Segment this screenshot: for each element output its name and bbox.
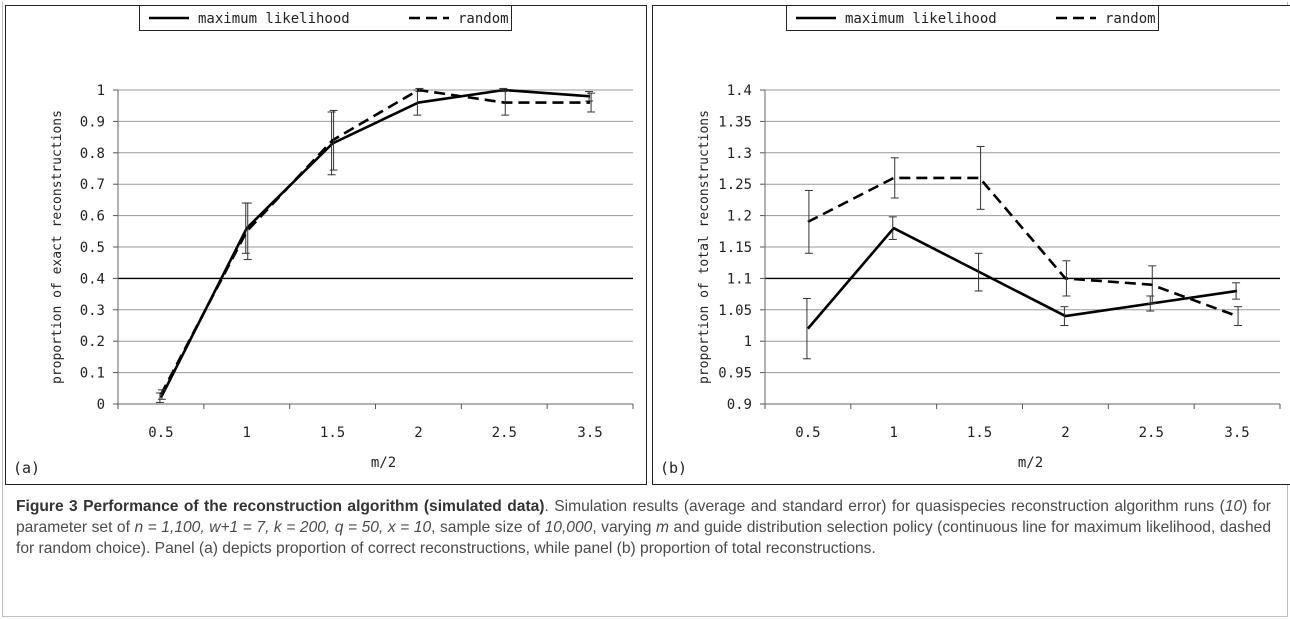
legend-entry-label: maximum likelihood [845, 11, 997, 27]
x-tick-label: 2.5 [1139, 425, 1164, 441]
chart-border [5, 5, 647, 485]
legend-entry-label: maximum likelihood [198, 11, 350, 27]
chart-panel-b: 0.9 0.95 1 1.05 1.1 1.15 1.2 1.25 1.3 1.35 1.4 0.5 1… [652, 5, 1290, 485]
error-bar [804, 189, 813, 254]
series-line-1 [159, 88, 591, 396]
y-tick-label: 1.3 [727, 146, 752, 162]
error-bar [327, 111, 336, 176]
error-bar [1234, 306, 1243, 326]
series-line-1 [807, 176, 1238, 318]
y-tick-label: 0.3 [80, 303, 105, 319]
caption-part: , varying [592, 519, 656, 536]
y-tick-label: 0.9 [80, 114, 105, 130]
caption-part: and guide distribution selection policy … [16, 519, 1271, 557]
y-tick-label: 0 [97, 397, 105, 413]
x-tick-label: 2 [1061, 425, 1069, 441]
y-axis-label: proportion of total reconstructions [697, 110, 712, 384]
legend: maximum likelihood random [139, 5, 512, 31]
error-bar [587, 92, 596, 113]
legend-entry-label: random [1105, 11, 1156, 27]
y-tick-label: 1.1 [727, 271, 752, 287]
legend-entry-label: random [458, 11, 509, 27]
error-bar [888, 216, 897, 240]
caption-part: 10,000 [544, 519, 593, 536]
y-tick-label: 0.4 [80, 271, 105, 287]
caption-part: ) for parameter set of [16, 498, 1271, 536]
error-bar [243, 202, 252, 261]
caption-part: 10 [1224, 498, 1243, 515]
x-tick-label: 1.5 [967, 425, 992, 441]
caption-title: Figure 3 Performance of the reconstructi… [16, 498, 545, 515]
x-tick-label: 1 [890, 425, 898, 441]
y-tick-label: 1.2 [727, 209, 752, 225]
chart-b-svg: 0.9 0.95 1 1.05 1.1 1.15 1.2 1.25 1.3 1.35 1.4 0.5 1… [652, 5, 1290, 485]
y-tick-label: 1 [97, 83, 105, 99]
y-tick-label: 1.05 [718, 303, 752, 319]
error-bar [157, 389, 166, 400]
x-tick-label: 3.5 [577, 425, 602, 441]
figure-caption: Figure 3 Performance of the reconstructi… [16, 496, 1271, 559]
x-axis-label: m/2 [371, 455, 396, 471]
caption-part: n = 1,100, w+1 = 7, k = 200, q = 50, x =… [134, 519, 432, 536]
error-bar [974, 252, 983, 292]
y-tick-label: 0.95 [718, 366, 752, 382]
y-tick-label: 0.5 [80, 240, 105, 256]
y-tick-label: 0.8 [80, 146, 105, 162]
series-line-0 [806, 226, 1238, 330]
y-tick-label: 0.9 [727, 397, 752, 413]
y-tick-label: 0.2 [80, 334, 105, 350]
error-bar [1148, 265, 1157, 305]
y-tick-label: 1.15 [718, 240, 752, 256]
error-bar [1060, 306, 1069, 326]
x-axis-label: m/2 [1018, 455, 1043, 471]
x-tick-label: 3.5 [1224, 425, 1249, 441]
caption-part: . Simulation results (average and standa… [544, 498, 1225, 515]
x-tick-label: 0.5 [148, 425, 173, 441]
y-axis-label: proportion of exact reconstructions [50, 110, 65, 384]
x-tick-label: 2 [414, 425, 422, 441]
y-tick-label: 0.1 [80, 366, 105, 382]
legend-box [786, 5, 1159, 31]
x-tick-label: 1.5 [320, 425, 345, 441]
error-bar [890, 157, 899, 199]
error-bar [976, 146, 985, 210]
chart-a-svg: 0 0.1 0.2 0.3 0.4 0.5 0.6 0.7 0.8 0.9 1 0.5 1 1.5 2 2.5… [5, 5, 647, 485]
panel-label: (b) [660, 459, 687, 477]
y-tick-label: 0.7 [80, 177, 105, 193]
caption-body: . Simulation results (average and standa… [16, 498, 1271, 557]
error-bar [802, 297, 811, 360]
legend-box [139, 5, 512, 31]
x-tick-label: 1 [243, 425, 251, 441]
error-bar [501, 89, 510, 116]
caption-part: , sample size of [431, 519, 545, 536]
panel-label: (a) [13, 459, 40, 477]
x-tick-label: 2.5 [492, 425, 517, 441]
caption-part: m [655, 519, 669, 536]
legend: maximum likelihood random [786, 5, 1159, 31]
chart-panel-a: 0 0.1 0.2 0.3 0.4 0.5 0.6 0.7 0.8 0.9 1 0.5 1 1.5 2 2.5… [5, 5, 647, 485]
chart-border [652, 5, 1290, 485]
y-tick-label: 1 [744, 334, 752, 350]
x-tick-label: 0.5 [795, 425, 820, 441]
y-tick-label: 1.25 [718, 177, 752, 193]
error-bar [329, 109, 338, 171]
error-bar [415, 87, 424, 93]
error-bar [1232, 282, 1241, 300]
y-tick-label: 1.4 [727, 83, 752, 99]
y-tick-label: 1.35 [718, 114, 752, 130]
error-bar [1062, 260, 1071, 297]
y-tick-label: 0.6 [80, 209, 105, 225]
